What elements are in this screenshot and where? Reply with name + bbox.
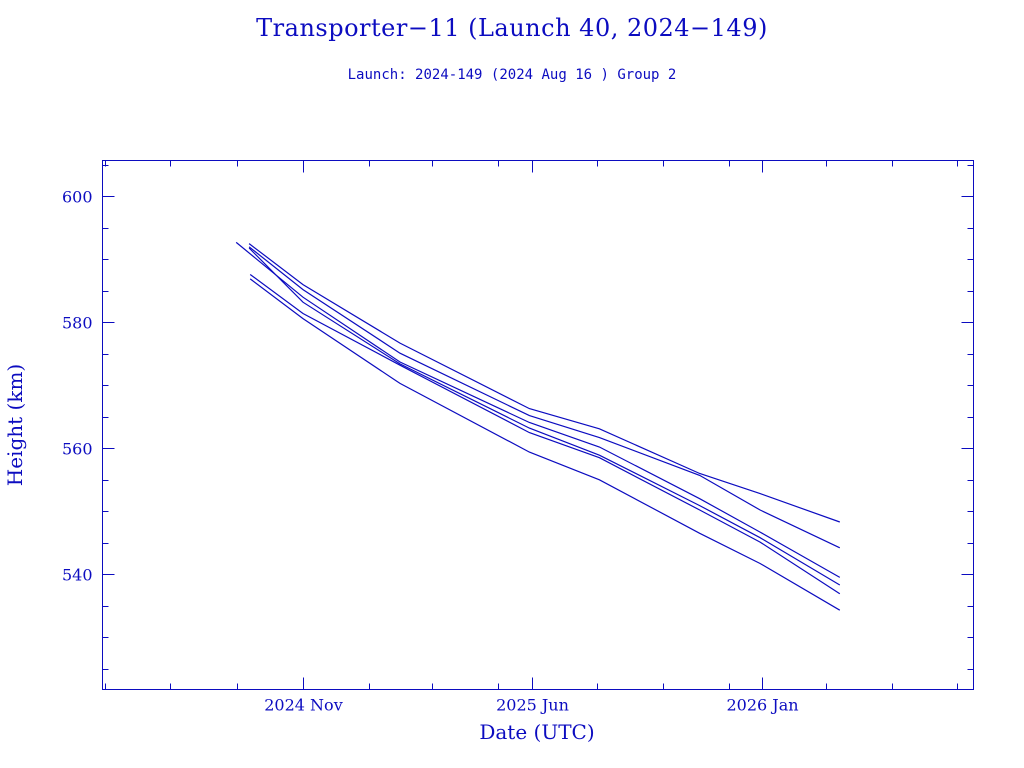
y-tick-label: 600 [62,188,93,207]
series-line-object-2 [248,246,841,549]
series-line-object-5 [249,274,841,595]
y-tick-label: 540 [62,566,93,585]
plot-frame [102,160,974,690]
y-tick-label: 560 [62,440,93,459]
series-line-object-4 [248,247,841,586]
chart-subtitle: Launch: 2024-149 (2024 Aug 16 ) Group 2 [347,67,677,83]
series-line-object-6 [249,278,841,611]
y-tick-label: 580 [62,314,93,333]
series-line-object-1 [248,243,841,523]
chart-title: Transporter−11 (Launch 40, 2024−149) [256,14,768,42]
y-axis-title: Height (km) [3,364,27,486]
series-line-object-3 [235,241,841,578]
x-tick-label: 2024 Nov [264,696,342,715]
x-axis-title: Date (UTC) [479,720,594,744]
x-tick-label: 2025 Jun [496,696,569,715]
x-tick-label: 2026 Jan [726,696,798,715]
